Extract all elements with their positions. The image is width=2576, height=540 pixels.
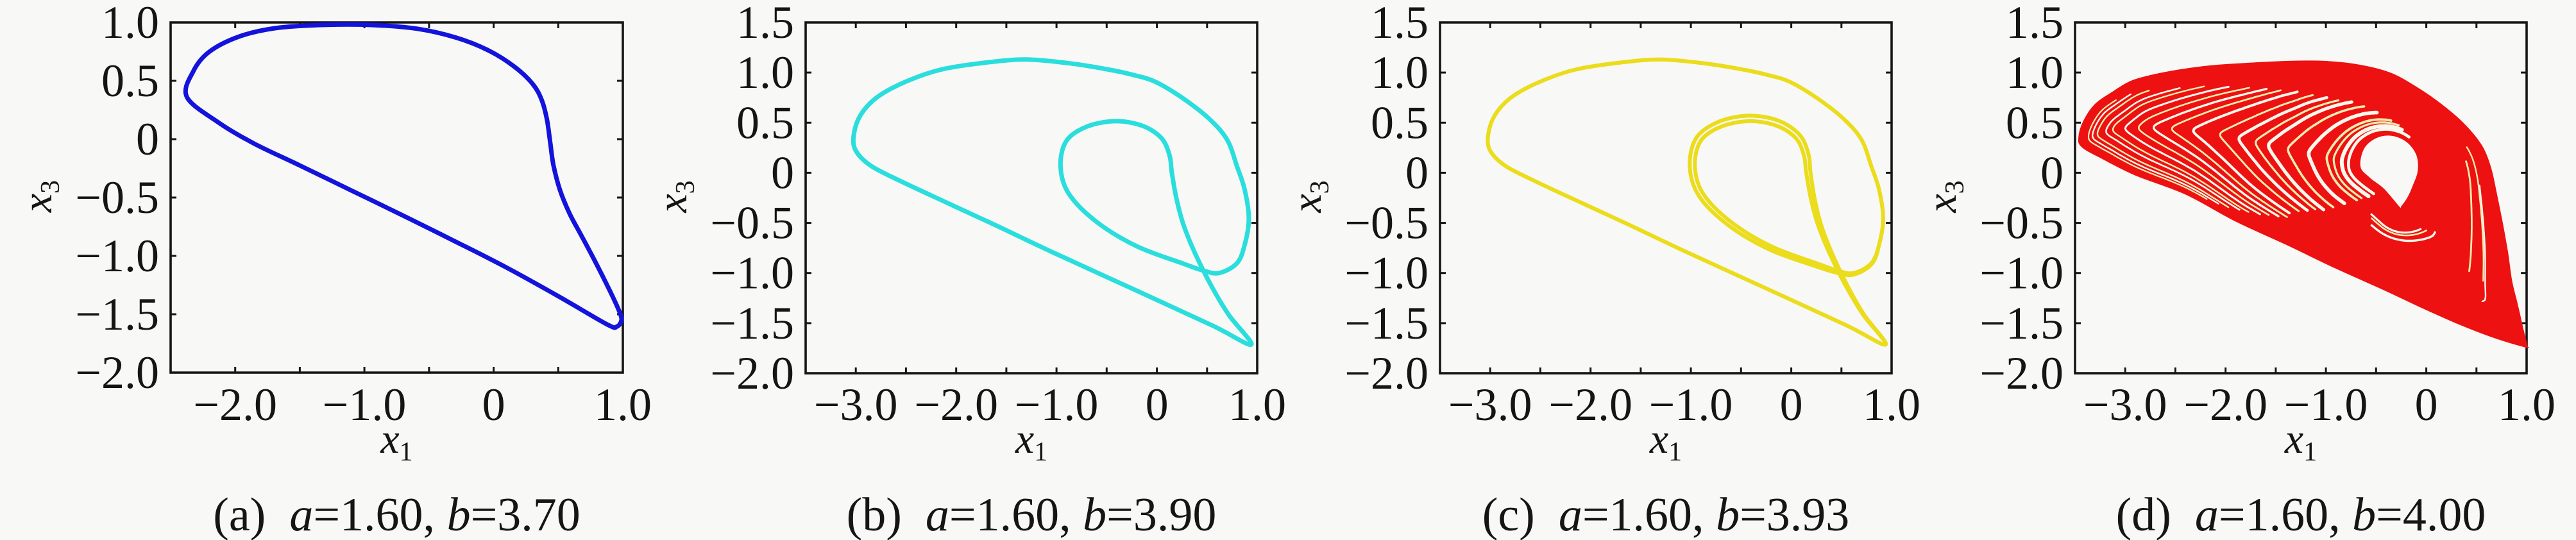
svg-text:0: 0 xyxy=(771,147,794,198)
svg-text:−1.0: −1.0 xyxy=(1979,248,2063,299)
svg-text:(b) a=1.60, b=3.90: (b) a=1.60, b=3.90 xyxy=(847,489,1217,540)
svg-text:x3: x3 xyxy=(649,180,700,213)
svg-text:x3: x3 xyxy=(14,180,65,213)
svg-text:1.0: 1.0 xyxy=(2006,47,2063,98)
svg-text:−2.0: −2.0 xyxy=(710,348,794,399)
svg-text:−0.5: −0.5 xyxy=(1979,198,2063,249)
svg-text:0: 0 xyxy=(2415,379,2438,430)
svg-text:1.0: 1.0 xyxy=(594,379,652,430)
svg-text:(d) a=1.60, b=4.00: (d) a=1.60, b=4.00 xyxy=(2116,489,2486,540)
svg-text:0.5: 0.5 xyxy=(1371,97,1428,148)
svg-text:−2.0: −2.0 xyxy=(193,379,277,430)
svg-text:0: 0 xyxy=(2040,147,2063,198)
svg-text:1.0: 1.0 xyxy=(101,0,159,48)
svg-text:−0.5: −0.5 xyxy=(75,172,159,223)
svg-text:−1.0: −1.0 xyxy=(710,248,794,299)
svg-text:(a) a=1.60, b=3.70: (a) a=1.60, b=3.70 xyxy=(213,489,580,540)
svg-text:1.5: 1.5 xyxy=(2006,0,2063,48)
svg-text:0: 0 xyxy=(136,114,159,165)
svg-text:−1.0: −1.0 xyxy=(2284,379,2368,430)
svg-text:1.0: 1.0 xyxy=(1863,379,1920,430)
svg-text:−2.0: −2.0 xyxy=(1344,348,1428,399)
svg-text:0.5: 0.5 xyxy=(736,97,794,148)
svg-text:0.5: 0.5 xyxy=(2006,97,2063,148)
svg-text:(c) a=1.60, b=3.93: (c) a=1.60, b=3.93 xyxy=(1482,489,1850,540)
svg-text:−1.5: −1.5 xyxy=(710,298,794,349)
svg-text:x3: x3 xyxy=(1919,180,1970,213)
svg-text:1.0: 1.0 xyxy=(1228,379,1286,430)
svg-text:−2.0: −2.0 xyxy=(75,347,159,398)
svg-text:−0.5: −0.5 xyxy=(1344,198,1428,249)
svg-text:−1.0: −1.0 xyxy=(1649,379,1733,430)
svg-text:−2.0: −2.0 xyxy=(1979,348,2063,399)
svg-text:−1.0: −1.0 xyxy=(75,230,159,282)
svg-text:−1.5: −1.5 xyxy=(75,289,159,340)
svg-text:−1.5: −1.5 xyxy=(1344,298,1428,349)
svg-text:1.5: 1.5 xyxy=(736,0,794,48)
svg-text:1.0: 1.0 xyxy=(2498,379,2555,430)
svg-text:−1.5: −1.5 xyxy=(1979,298,2063,349)
svg-text:−3.0: −3.0 xyxy=(814,379,898,430)
svg-text:1.5: 1.5 xyxy=(1371,0,1428,48)
svg-text:−1.0: −1.0 xyxy=(323,379,407,430)
svg-text:−0.5: −0.5 xyxy=(710,198,794,249)
svg-text:−3.0: −3.0 xyxy=(2083,379,2167,430)
svg-text:−1.0: −1.0 xyxy=(1015,379,1099,430)
svg-text:−2.0: −2.0 xyxy=(914,379,998,430)
svg-text:−2.0: −2.0 xyxy=(1548,379,1632,430)
svg-text:−3.0: −3.0 xyxy=(1448,379,1532,430)
svg-text:−1.0: −1.0 xyxy=(1344,248,1428,299)
svg-text:0: 0 xyxy=(1780,379,1803,430)
svg-text:0: 0 xyxy=(482,379,505,430)
svg-text:1.0: 1.0 xyxy=(1371,47,1428,98)
svg-text:−2.0: −2.0 xyxy=(2183,379,2267,430)
svg-text:1.0: 1.0 xyxy=(736,47,794,98)
svg-text:0: 0 xyxy=(1146,379,1169,430)
svg-text:0: 0 xyxy=(1405,147,1428,198)
svg-text:0.5: 0.5 xyxy=(101,55,159,106)
